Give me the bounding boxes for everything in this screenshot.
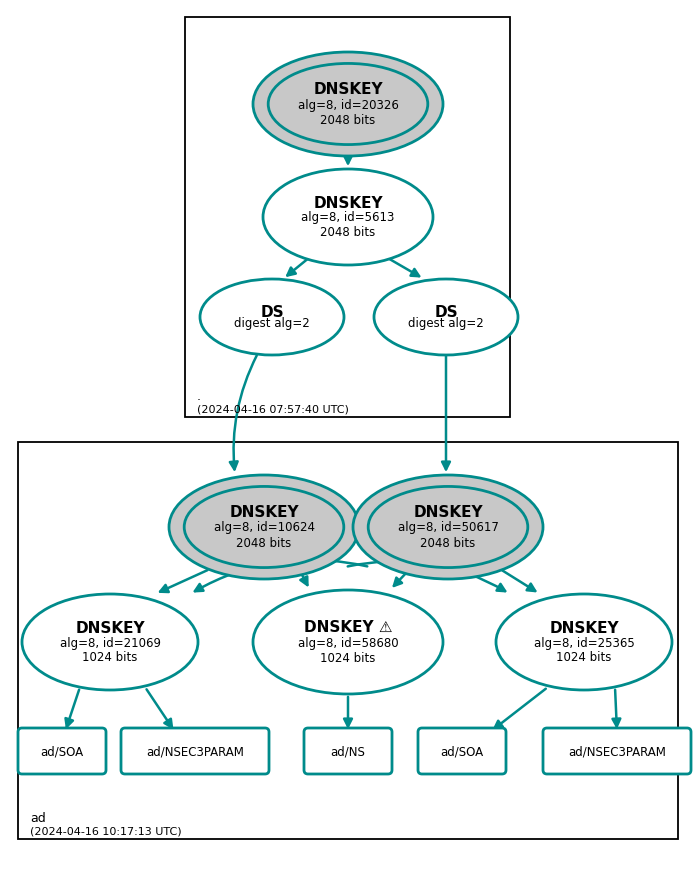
Text: alg=8, id=25365: alg=8, id=25365 bbox=[534, 636, 634, 649]
Ellipse shape bbox=[253, 590, 443, 695]
Text: DNSKEY: DNSKEY bbox=[313, 196, 383, 211]
Bar bbox=[18, 442, 678, 839]
Text: .: . bbox=[197, 390, 201, 402]
Text: 2048 bits: 2048 bits bbox=[420, 537, 475, 549]
Ellipse shape bbox=[368, 487, 528, 568]
FancyBboxPatch shape bbox=[304, 728, 392, 774]
Text: alg=8, id=50617: alg=8, id=50617 bbox=[397, 521, 498, 534]
Text: alg=8, id=58680: alg=8, id=58680 bbox=[298, 636, 398, 649]
Text: 1024 bits: 1024 bits bbox=[556, 650, 612, 663]
Text: 2048 bits: 2048 bits bbox=[320, 226, 376, 238]
Text: ad/SOA: ad/SOA bbox=[441, 744, 484, 758]
Text: ad/SOA: ad/SOA bbox=[40, 744, 84, 758]
Ellipse shape bbox=[184, 487, 344, 568]
Ellipse shape bbox=[374, 280, 518, 355]
Ellipse shape bbox=[353, 476, 543, 579]
Text: 1024 bits: 1024 bits bbox=[320, 651, 376, 664]
Text: digest alg=2: digest alg=2 bbox=[408, 317, 484, 330]
Text: 2048 bits: 2048 bits bbox=[237, 537, 292, 549]
Ellipse shape bbox=[253, 53, 443, 157]
Text: DNSKEY: DNSKEY bbox=[229, 504, 299, 519]
Ellipse shape bbox=[169, 476, 359, 579]
Text: DNSKEY ⚠: DNSKEY ⚠ bbox=[303, 619, 393, 634]
FancyBboxPatch shape bbox=[121, 728, 269, 774]
Text: 1024 bits: 1024 bits bbox=[82, 650, 138, 663]
FancyBboxPatch shape bbox=[543, 728, 691, 774]
Text: digest alg=2: digest alg=2 bbox=[234, 317, 310, 330]
Text: ad: ad bbox=[30, 811, 46, 824]
Text: DNSKEY: DNSKEY bbox=[313, 82, 383, 97]
Text: ad/NSEC3PARAM: ad/NSEC3PARAM bbox=[146, 744, 244, 758]
Text: alg=8, id=21069: alg=8, id=21069 bbox=[59, 636, 161, 649]
Text: (2024-04-16 10:17:13 UTC): (2024-04-16 10:17:13 UTC) bbox=[30, 825, 182, 835]
FancyBboxPatch shape bbox=[418, 728, 506, 774]
Text: alg=8, id=10624: alg=8, id=10624 bbox=[214, 521, 315, 534]
Bar bbox=[185, 18, 510, 417]
Text: DNSKEY: DNSKEY bbox=[549, 620, 619, 635]
Text: DS: DS bbox=[260, 305, 284, 320]
Text: DNSKEY: DNSKEY bbox=[413, 504, 483, 519]
Text: 2048 bits: 2048 bits bbox=[320, 114, 376, 127]
Text: ad/NSEC3PARAM: ad/NSEC3PARAM bbox=[568, 744, 666, 758]
Ellipse shape bbox=[22, 595, 198, 690]
Text: alg=8, id=5613: alg=8, id=5613 bbox=[301, 211, 395, 224]
FancyBboxPatch shape bbox=[18, 728, 106, 774]
Text: DNSKEY: DNSKEY bbox=[75, 620, 145, 635]
Ellipse shape bbox=[268, 65, 428, 145]
Ellipse shape bbox=[200, 280, 344, 355]
Ellipse shape bbox=[496, 595, 672, 690]
Text: ad/NS: ad/NS bbox=[331, 744, 365, 758]
Text: alg=8, id=20326: alg=8, id=20326 bbox=[298, 98, 398, 112]
Text: (2024-04-16 07:57:40 UTC): (2024-04-16 07:57:40 UTC) bbox=[197, 403, 349, 414]
Text: DS: DS bbox=[434, 305, 458, 320]
Ellipse shape bbox=[263, 170, 433, 266]
